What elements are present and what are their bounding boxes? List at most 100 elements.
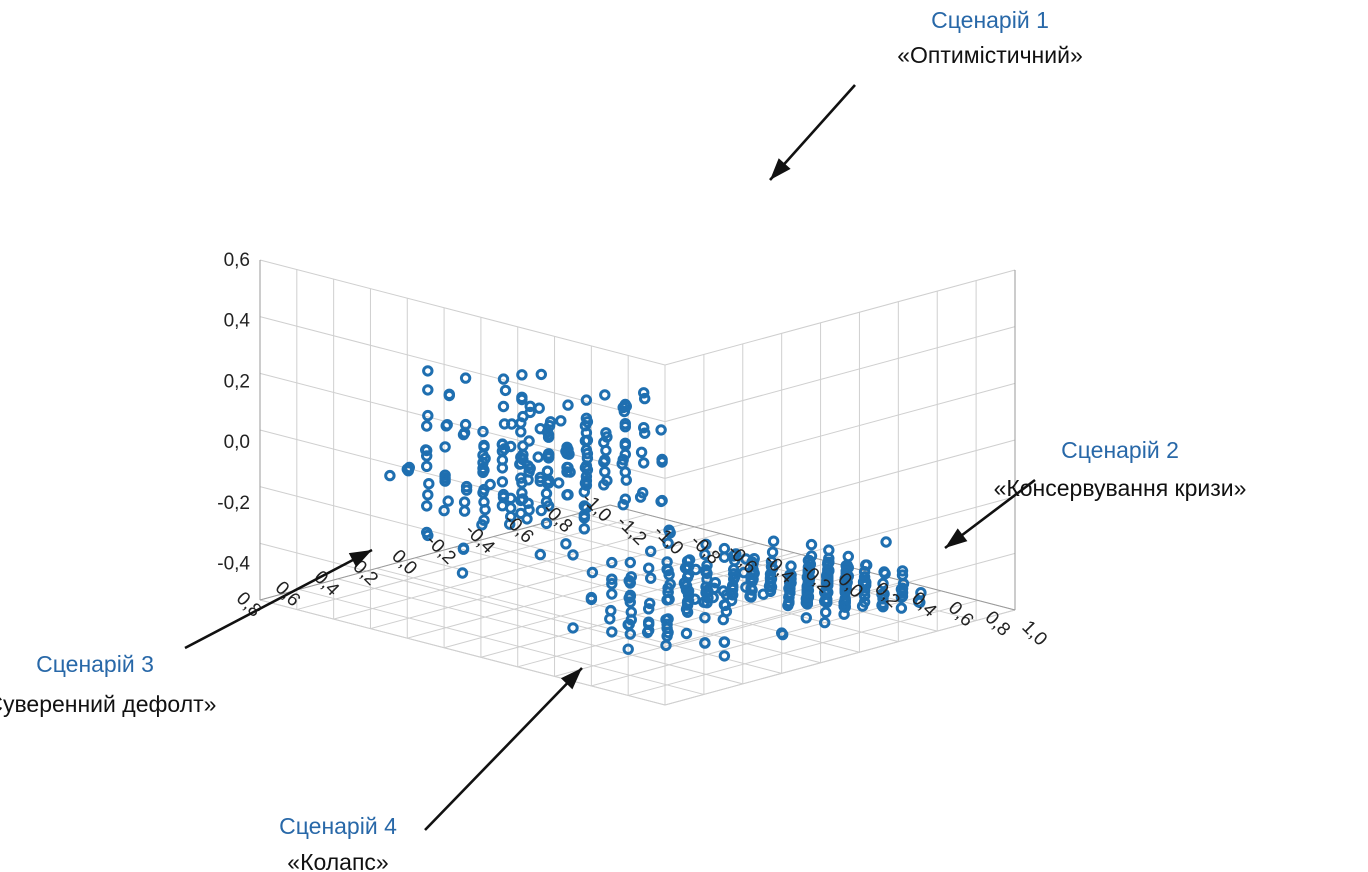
data-point	[840, 560, 852, 572]
grid-line	[664, 439, 1016, 536]
data-point	[515, 426, 527, 438]
data-point	[420, 444, 432, 456]
data-point	[839, 578, 851, 590]
data-point	[709, 577, 721, 589]
s4-arrowhead	[560, 668, 582, 690]
data-point	[645, 572, 657, 584]
data-point	[440, 420, 452, 432]
vertical-tick-label: 0,4	[224, 311, 251, 332]
data-point	[542, 428, 555, 441]
data-point	[606, 626, 618, 638]
right-axis-tick-label: 0,6	[944, 598, 978, 632]
box-frame	[259, 260, 1016, 611]
data-point	[634, 491, 647, 503]
data-point	[856, 600, 869, 612]
data-point	[895, 602, 908, 614]
data-point	[578, 512, 590, 524]
data-point	[729, 554, 741, 567]
data-point	[656, 494, 668, 507]
data-point	[504, 518, 516, 530]
data-point	[819, 616, 831, 629]
data-point	[599, 389, 611, 401]
data-point	[540, 496, 553, 508]
left-axis-tick-label: 0,4	[310, 567, 344, 601]
data-point	[617, 499, 629, 511]
data-point	[581, 447, 594, 460]
data-point	[524, 400, 536, 412]
right-axis-tick-label: 0,4	[907, 588, 941, 622]
data-point	[638, 387, 650, 399]
data-point	[562, 399, 574, 411]
data-point	[729, 571, 741, 583]
data-point	[477, 425, 489, 438]
data-point	[522, 497, 534, 509]
data-point	[820, 606, 832, 618]
data-point	[800, 612, 812, 624]
vertical-tick-label: 0,2	[224, 371, 250, 392]
data-point	[478, 439, 490, 452]
data-point	[384, 469, 396, 482]
data-point	[524, 462, 536, 475]
s2-arrowhead	[945, 528, 968, 548]
data-point	[622, 643, 634, 655]
grid-line	[664, 326, 1016, 423]
data-point	[459, 418, 472, 431]
data-point	[580, 427, 593, 439]
data-point	[623, 575, 635, 587]
data-point	[880, 536, 892, 548]
data-point	[643, 562, 655, 574]
data-point	[560, 538, 572, 550]
vertical-tick-label: 0,0	[224, 432, 250, 453]
data-point	[641, 626, 654, 638]
data-point	[534, 548, 546, 561]
data-point	[578, 523, 590, 535]
data-point	[718, 636, 731, 648]
data-point	[802, 578, 815, 590]
data-point	[858, 566, 871, 578]
data-point	[580, 479, 593, 491]
data-point	[606, 556, 618, 569]
grid-line	[628, 599, 979, 696]
data-point	[680, 603, 693, 615]
data-point	[877, 577, 889, 590]
data-point	[656, 456, 668, 468]
data-point	[896, 565, 909, 577]
data-point	[423, 478, 435, 490]
s1-arrowhead	[770, 158, 791, 180]
data-point	[619, 439, 631, 452]
grid-line	[407, 542, 758, 639]
grid-line	[493, 536, 899, 643]
data-point	[422, 384, 434, 396]
data-point	[699, 637, 711, 649]
vertical-tick-label: -0,2	[217, 493, 250, 514]
data-point	[578, 500, 590, 512]
data-point	[443, 389, 455, 402]
data-point	[553, 477, 565, 489]
data-point	[439, 441, 451, 453]
data-point	[699, 548, 711, 561]
data-point	[605, 604, 617, 617]
grid-line	[259, 429, 666, 536]
s2-title: Сценарій 2	[1061, 437, 1179, 463]
data-point	[662, 537, 674, 549]
data-point	[460, 480, 473, 493]
data-point	[879, 568, 891, 580]
data-point	[505, 492, 517, 504]
data-point	[580, 412, 593, 424]
grid-line	[664, 609, 1016, 706]
data-point	[421, 450, 433, 462]
data-point	[567, 622, 579, 634]
data-point	[698, 596, 710, 608]
data-point	[606, 578, 618, 590]
data-point	[803, 562, 816, 574]
grid-line	[415, 557, 821, 664]
data-point	[580, 475, 593, 487]
data-point	[421, 460, 433, 472]
data-point	[458, 496, 471, 508]
data-point	[506, 418, 518, 430]
right-axis-tick-label: -1,2	[612, 512, 650, 550]
data-point	[784, 575, 796, 587]
data-point	[532, 451, 544, 463]
data-point	[496, 462, 509, 474]
data-point	[524, 406, 536, 419]
